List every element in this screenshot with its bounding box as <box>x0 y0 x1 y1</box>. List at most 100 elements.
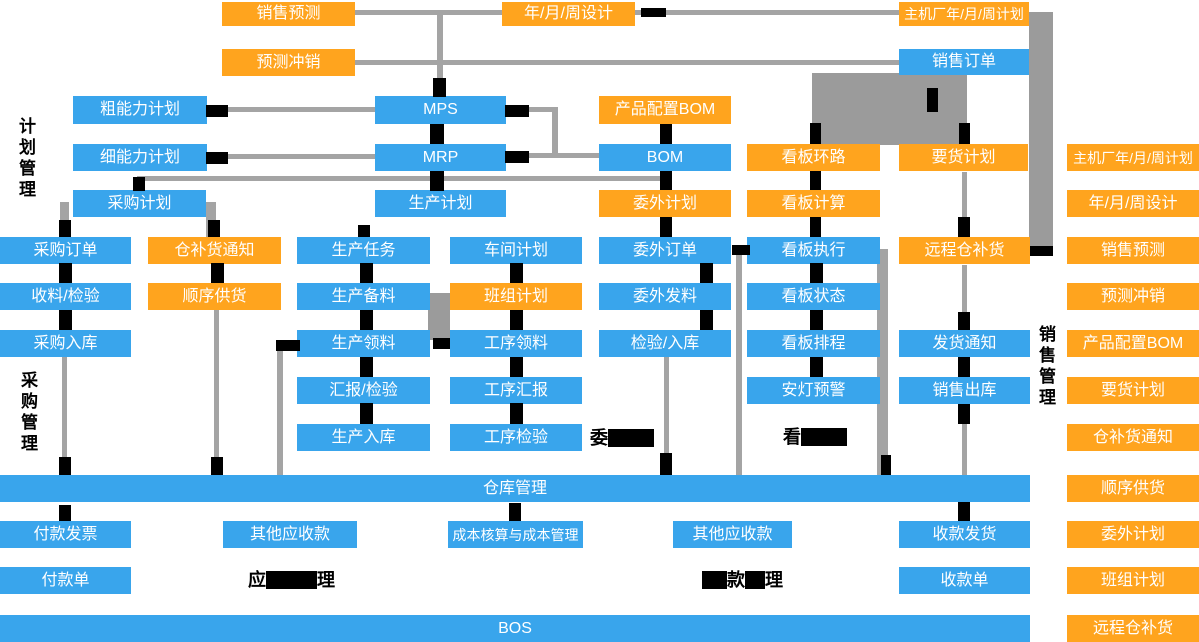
flow-box: 工序汇报 <box>450 377 582 404</box>
link-stub <box>360 403 373 424</box>
link-stub <box>59 457 71 475</box>
redaction-bar <box>801 428 847 446</box>
link-stub <box>510 263 523 283</box>
connector-line <box>206 202 216 237</box>
flow-box: 生产计划 <box>375 190 506 217</box>
link-stub <box>360 310 373 330</box>
link-stub <box>810 357 823 377</box>
link-stub <box>660 124 672 144</box>
connector-panel <box>1029 12 1053 246</box>
connector-line <box>552 107 558 157</box>
link-stub <box>810 123 821 144</box>
flow-box: 顺序供货 <box>148 283 281 310</box>
flow-box: BOS <box>0 615 1030 642</box>
link-stub <box>211 457 223 475</box>
flow-box: 销售订单 <box>899 49 1029 75</box>
link-stub <box>641 8 666 17</box>
flow-box: 细能力计划 <box>73 144 207 171</box>
link-stub <box>211 263 224 283</box>
link-stub <box>660 453 672 475</box>
link-stub <box>505 151 529 163</box>
connector-line <box>877 249 888 475</box>
kanban-management-label: 看 <box>783 428 847 446</box>
group-label: 采购管理 <box>18 371 37 455</box>
link-stub <box>732 245 750 255</box>
link-stub <box>958 357 970 377</box>
link-stub <box>509 503 521 521</box>
connector-line <box>228 154 375 159</box>
flow-box: 其他应收款 <box>673 521 792 548</box>
label-text: 委 <box>590 428 608 448</box>
link-stub <box>660 171 672 190</box>
flow-box: 产品配置BOM <box>1067 330 1199 357</box>
link-stub <box>360 263 373 283</box>
receivables-management-label: 款理 <box>702 571 783 589</box>
flow-box: 年/月/周设计 <box>1067 190 1199 217</box>
connector-line <box>528 107 558 112</box>
flow-box: 成本核算与成本管理 <box>448 521 583 548</box>
flow-box: 发货通知 <box>899 330 1030 357</box>
connector-line <box>736 250 742 475</box>
connector-line <box>664 357 669 455</box>
link-stub <box>1030 246 1053 256</box>
link-stub <box>700 263 713 283</box>
connector-line <box>60 202 69 237</box>
link-stub <box>59 310 72 330</box>
link-stub <box>927 88 938 112</box>
flow-box: 收款发货 <box>899 521 1030 548</box>
redaction-bar <box>608 429 654 447</box>
flow-box: 仓补货通知 <box>148 237 281 264</box>
link-stub <box>700 310 713 330</box>
payables-management-label: 应理 <box>248 571 335 589</box>
flow-box: 产品配置BOM <box>599 96 731 124</box>
link-stub <box>881 455 891 475</box>
link-stub <box>433 338 450 349</box>
redaction-bar <box>702 571 727 589</box>
flow-box: 工序领料 <box>450 330 582 357</box>
flow-box: 付款发票 <box>0 521 131 548</box>
label-text: 理 <box>317 570 335 590</box>
outsourcing-management-label: 委 <box>590 429 654 447</box>
flow-box: 销售预测 <box>222 2 355 26</box>
flow-box: 采购订单 <box>0 237 131 264</box>
link-stub <box>510 310 523 330</box>
flow-box: 委外发料 <box>599 283 731 310</box>
flow-box: MPS <box>375 96 506 124</box>
flow-box: 预测冲销 <box>222 49 355 76</box>
flow-box: 要货计划 <box>1067 377 1199 404</box>
flow-box: 看板排程 <box>747 330 880 357</box>
flow-box: 安灯预警 <box>747 377 880 404</box>
link-stub <box>660 217 672 237</box>
connector-line <box>62 357 67 460</box>
redaction-bar <box>266 571 317 589</box>
flow-box: BOM <box>599 144 731 171</box>
flow-box: 生产入库 <box>297 424 430 451</box>
flow-box: 看板环路 <box>747 144 880 171</box>
link-stub <box>510 403 523 424</box>
link-stub <box>430 124 444 144</box>
flow-box: 检验/入库 <box>599 330 731 357</box>
link-stub <box>505 105 529 117</box>
connector-line <box>528 153 599 158</box>
link-stub <box>206 105 228 117</box>
flow-box: 要货计划 <box>899 144 1028 171</box>
link-stub <box>59 220 71 237</box>
link-stub <box>430 171 444 191</box>
flow-box: 采购入库 <box>0 330 131 357</box>
connector-line <box>277 348 283 475</box>
flow-box: 远程仓补货 <box>1067 615 1199 642</box>
flow-box: 生产备料 <box>297 283 430 310</box>
label-text: 款 <box>727 570 745 590</box>
connector-panel <box>428 293 450 340</box>
group-label: 销售管理 <box>1036 325 1055 409</box>
flow-box: 年/月/周设计 <box>502 2 635 26</box>
link-stub <box>810 171 821 190</box>
flow-box: 仓库管理 <box>0 475 1030 502</box>
flow-box: 其他应收款 <box>223 521 357 548</box>
flow-box: 看板执行 <box>747 237 880 264</box>
link-stub <box>810 217 821 237</box>
link-stub <box>959 123 970 144</box>
flow-box: 付款单 <box>0 567 131 594</box>
link-stub <box>810 310 823 330</box>
label-text: 看 <box>783 427 801 447</box>
